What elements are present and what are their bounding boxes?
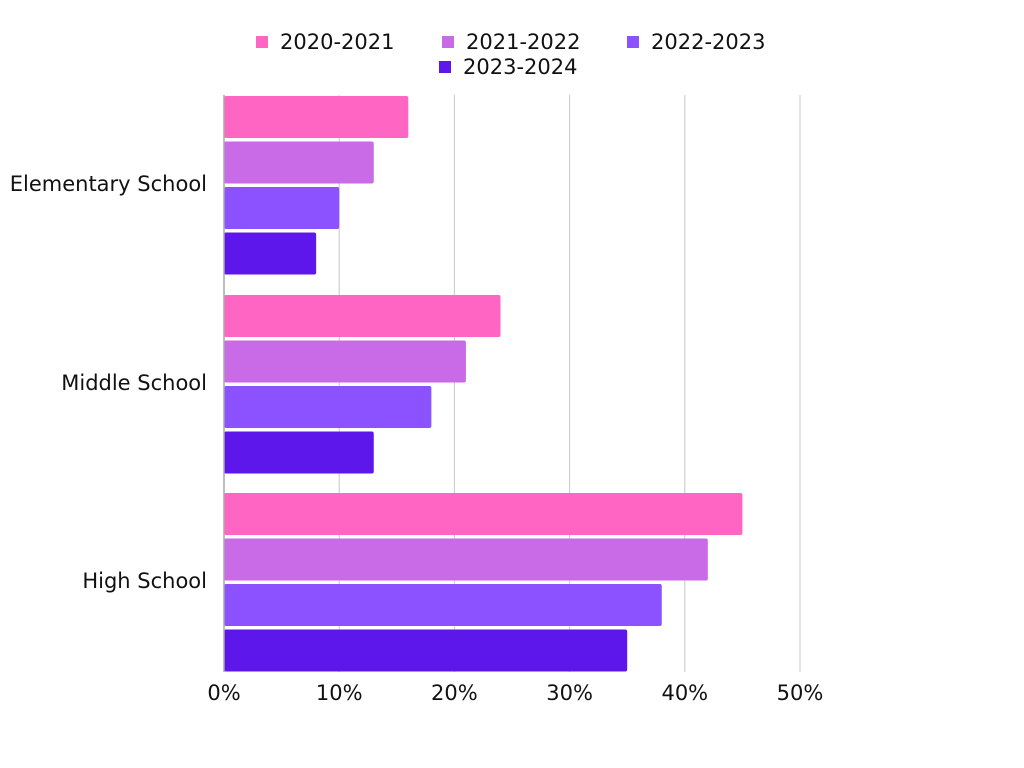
bar — [224, 493, 743, 535]
legend-label: 2021-2022 — [466, 30, 580, 54]
x-tick-labels: 0% 10% 20% 30% 40% 50% — [207, 681, 823, 705]
bar — [224, 232, 317, 275]
category-label: High School — [82, 569, 207, 593]
legend-swatch — [442, 36, 454, 48]
x-tick-label: 20% — [431, 681, 478, 705]
legend-item: 2022-2023 — [627, 30, 765, 54]
x-tick-label: 30% — [546, 681, 593, 705]
bar — [224, 187, 340, 229]
legend: 2020-2021 2021-2022 2022-2023 2023-2024 — [256, 30, 765, 79]
bar — [224, 96, 409, 138]
legend-item: 2021-2022 — [442, 30, 580, 54]
legend-label: 2020-2021 — [280, 30, 394, 54]
category-label: Middle School — [61, 371, 207, 395]
bar — [224, 295, 501, 337]
bar — [224, 538, 708, 581]
category-label: Elementary School — [10, 172, 207, 196]
x-tick-label: 40% — [661, 681, 708, 705]
x-tick-label: 10% — [316, 681, 363, 705]
x-tick-label: 0% — [207, 681, 240, 705]
legend-swatch — [439, 61, 451, 73]
legend-label: 2022-2023 — [651, 30, 765, 54]
bar — [224, 584, 662, 626]
legend-label: 2023-2024 — [463, 55, 577, 79]
legend-swatch — [627, 36, 639, 48]
bar — [224, 141, 374, 184]
bar — [224, 431, 374, 474]
x-tick-label: 50% — [777, 681, 824, 705]
legend-item: 2023-2024 — [439, 55, 577, 79]
bar — [224, 629, 628, 672]
category-labels: Elementary School Middle School High Schoo… — [10, 172, 207, 593]
legend-item: 2020-2021 — [256, 30, 394, 54]
bar — [224, 386, 432, 428]
legend-swatch — [256, 36, 268, 48]
bars — [224, 96, 743, 672]
bar — [224, 340, 466, 383]
